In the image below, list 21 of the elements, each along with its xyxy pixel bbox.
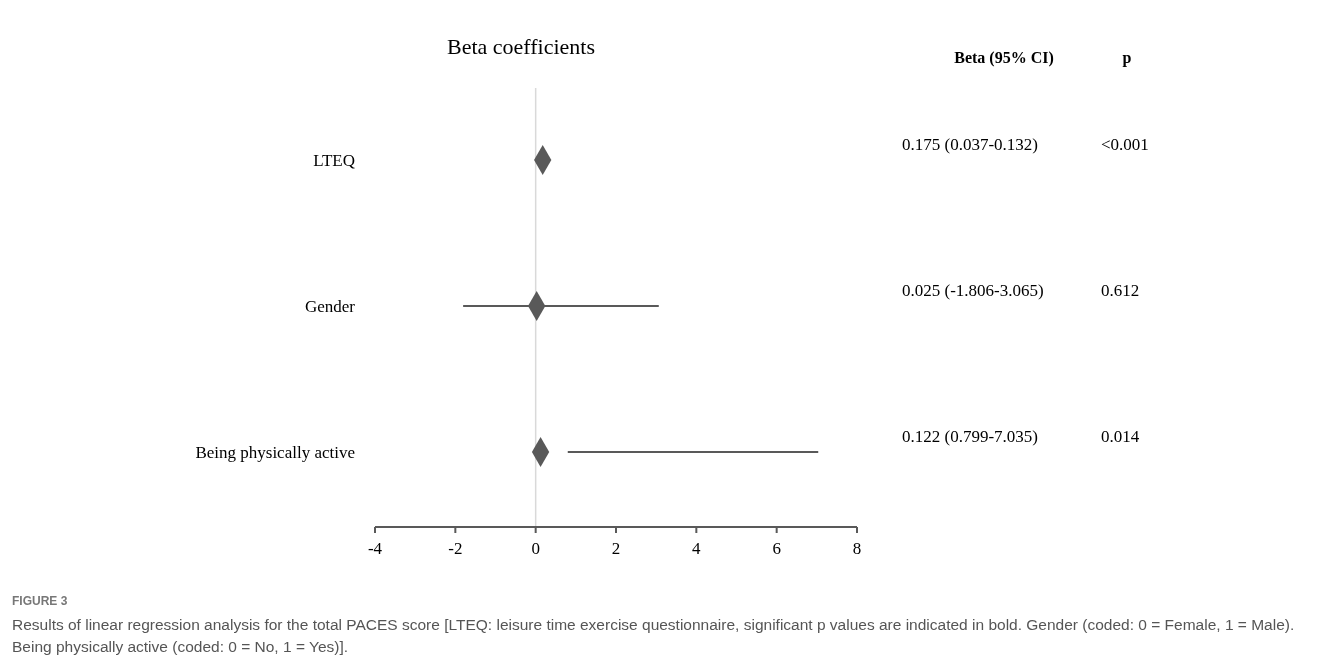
text: p [1122,49,1132,67]
x-tick-label: 8 [852,539,862,558]
y-tick-label: Gender [304,297,356,316]
y-tick-label: LTEQ [313,151,355,170]
x-tick-label: 6 [772,539,781,558]
x-tick-label: -2 [448,539,463,558]
y-tick-label: Being physically active [195,443,355,462]
text: 0.014 [1101,427,1140,446]
x-tick-label: 2 [611,539,621,558]
caption: FIGURE 3 [12,594,69,608]
text: Results of linear regression analysis for the total PACES score [LTEQ: leisure time exercise questionnaire, significant p values are indicated in bold. Gender (coded: 0 = Female, 1 = Male). Being physically active (coded: 0 = No, 1 = Yes)]. [12,615,1296,657]
text: 0.612 [1101,281,1140,300]
text: Beta (95% CI) [954,49,1054,67]
x-tick-label: 4 [692,539,702,558]
text: <0.001 [1101,135,1149,154]
data-label: 0.025 (-1.806-3.065) [902,281,1044,300]
x-tick-label: 0 [531,539,540,558]
chart-title: Beta coefficients [446,34,596,59]
data-label: 0.122 (0.799-7.035) [902,427,1038,446]
x-tick-label: -4 [367,539,383,558]
data-label: 0.175 (0.037-0.132) [902,135,1038,154]
